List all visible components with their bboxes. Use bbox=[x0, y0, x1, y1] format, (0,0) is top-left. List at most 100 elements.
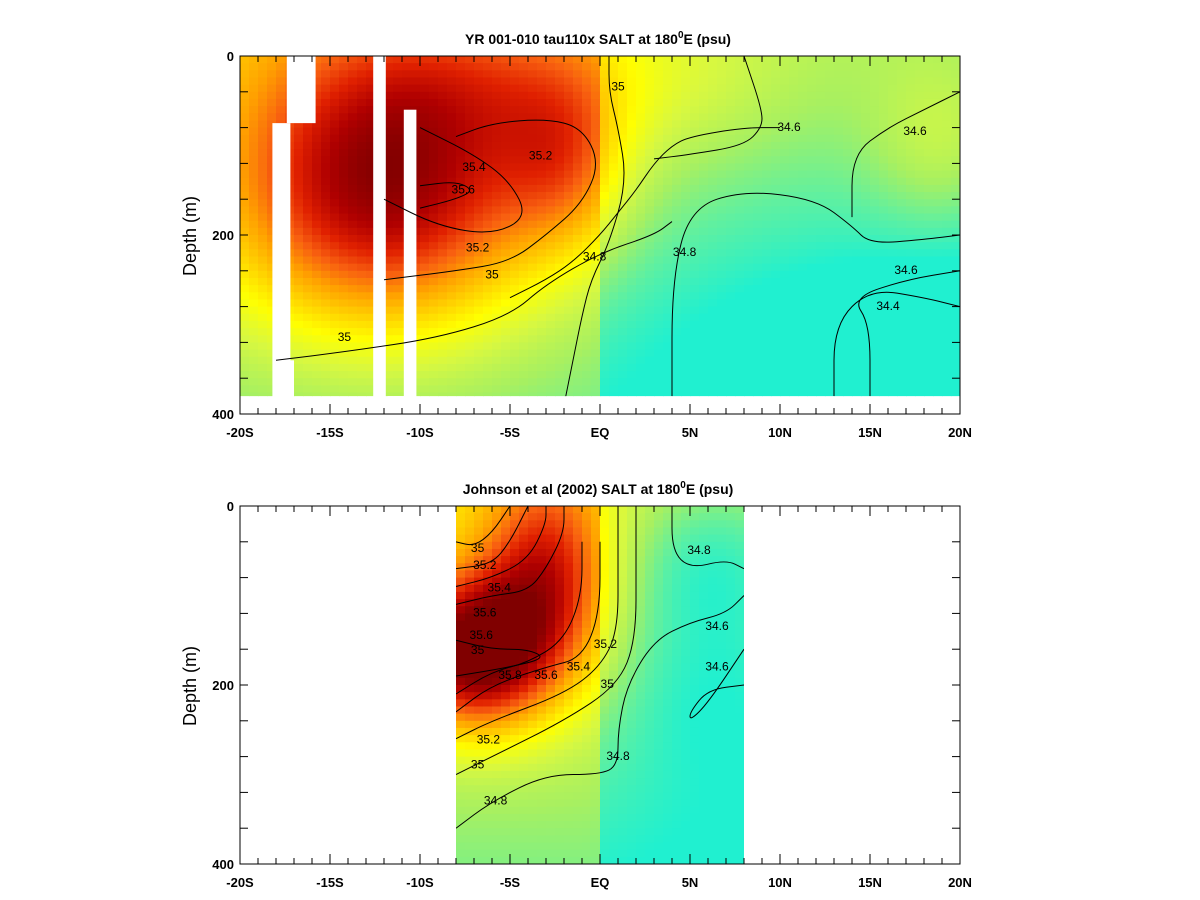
heatmap-cell bbox=[618, 63, 628, 71]
heatmap-cell bbox=[933, 113, 943, 122]
heatmap-cell bbox=[591, 735, 601, 743]
heatmap-cell bbox=[492, 520, 502, 529]
heatmap-cell bbox=[357, 320, 367, 329]
heatmap-cell bbox=[753, 235, 763, 243]
heatmap-cell bbox=[789, 306, 799, 315]
heatmap-cell bbox=[240, 349, 250, 358]
heatmap-cell bbox=[276, 56, 286, 64]
panel-title: YR 001-010 tau110x SALT at 1800E (psu) bbox=[465, 30, 731, 47]
heatmap-cell bbox=[609, 163, 619, 172]
heatmap-cell bbox=[456, 371, 466, 379]
heatmap-cell bbox=[456, 242, 466, 250]
heatmap-cell bbox=[591, 649, 601, 657]
heatmap-cell bbox=[456, 570, 466, 579]
heatmap-cell bbox=[267, 77, 277, 86]
heatmap-cell bbox=[807, 127, 817, 136]
heatmap-cell bbox=[456, 285, 466, 293]
heatmap-cell bbox=[555, 749, 565, 758]
heatmap-cell bbox=[456, 249, 466, 258]
heatmap-cell bbox=[528, 642, 538, 650]
heatmap-cell bbox=[393, 77, 403, 86]
heatmap-cell bbox=[816, 199, 826, 207]
heatmap-cell bbox=[501, 849, 511, 858]
heatmap-cell bbox=[303, 184, 313, 193]
heatmap-cell bbox=[456, 770, 466, 779]
heatmap-cell bbox=[339, 385, 349, 394]
heatmap-cell bbox=[915, 113, 925, 122]
heatmap-cell bbox=[438, 84, 448, 93]
heatmap-cell bbox=[807, 141, 817, 150]
heatmap-cell bbox=[888, 63, 898, 71]
heatmap-cell bbox=[267, 342, 277, 351]
heatmap-cell bbox=[753, 249, 763, 258]
heatmap-cell bbox=[609, 720, 619, 729]
heatmap-cell bbox=[447, 270, 457, 279]
heatmap-cell bbox=[744, 356, 754, 365]
heatmap-cell bbox=[528, 706, 538, 715]
heatmap-cell bbox=[456, 849, 466, 858]
heatmap-cell bbox=[699, 277, 709, 286]
heatmap-cell bbox=[312, 342, 322, 351]
heatmap-cell bbox=[564, 192, 574, 200]
heatmap-cell bbox=[645, 270, 655, 279]
heatmap-cell bbox=[591, 392, 601, 397]
heatmap-cell bbox=[762, 98, 772, 107]
heatmap-cell bbox=[861, 299, 871, 308]
heatmap-cell bbox=[312, 141, 322, 150]
heatmap-cell bbox=[519, 249, 529, 258]
heatmap-cell bbox=[852, 392, 862, 397]
heatmap-cell bbox=[240, 106, 250, 114]
heatmap-cell bbox=[519, 120, 529, 129]
heatmap-cell bbox=[789, 156, 799, 164]
heatmap-cell bbox=[537, 91, 547, 100]
heatmap-cell bbox=[627, 56, 637, 64]
heatmap-cell bbox=[600, 371, 610, 379]
heatmap-cell bbox=[618, 313, 628, 322]
heatmap-cell bbox=[906, 70, 916, 79]
heatmap-cell bbox=[240, 306, 250, 315]
heatmap-cell bbox=[834, 335, 844, 343]
heatmap-cell bbox=[474, 235, 484, 243]
heatmap-cell bbox=[600, 627, 610, 636]
heatmap-cell bbox=[699, 127, 709, 136]
heatmap-cell bbox=[267, 220, 277, 229]
heatmap-cell bbox=[753, 263, 763, 272]
heatmap-cell bbox=[312, 206, 322, 215]
heatmap-cell bbox=[951, 235, 960, 243]
heatmap-cell bbox=[609, 856, 619, 864]
heatmap-cell bbox=[834, 98, 844, 107]
heatmap-cell bbox=[366, 156, 376, 164]
heatmap-cell bbox=[717, 227, 727, 236]
heatmap-cell bbox=[627, 249, 637, 258]
heatmap-cell bbox=[321, 56, 331, 64]
heatmap-cell bbox=[330, 299, 340, 308]
heatmap-cell bbox=[564, 649, 574, 657]
heatmap-cell bbox=[915, 371, 925, 379]
heatmap-cell bbox=[339, 213, 349, 222]
heatmap-cell bbox=[771, 328, 781, 336]
heatmap-cell bbox=[555, 70, 565, 79]
heatmap-cell bbox=[888, 363, 898, 372]
heatmap-cell bbox=[951, 113, 960, 122]
heatmap-cell bbox=[537, 749, 547, 758]
heatmap-cell bbox=[519, 277, 529, 286]
heatmap-cell bbox=[681, 342, 691, 351]
heatmap-cell bbox=[474, 177, 484, 186]
heatmap-cell bbox=[564, 720, 574, 729]
heatmap-cell bbox=[501, 177, 511, 186]
heatmap-cell bbox=[852, 306, 862, 315]
heatmap-cell bbox=[753, 285, 763, 293]
heatmap-cell bbox=[843, 106, 853, 114]
heatmap-cell bbox=[564, 799, 574, 808]
heatmap-cell bbox=[384, 306, 394, 315]
heatmap-cell bbox=[879, 134, 889, 143]
heatmap-cell bbox=[393, 134, 403, 143]
heatmap-cell bbox=[465, 792, 475, 801]
heatmap-cell bbox=[888, 356, 898, 365]
heatmap-cell bbox=[258, 313, 268, 322]
heatmap-cell bbox=[240, 328, 250, 336]
heatmap-cell bbox=[672, 177, 682, 186]
heatmap-cell bbox=[762, 91, 772, 100]
heatmap-cell bbox=[546, 685, 556, 693]
heatmap-cell bbox=[915, 249, 925, 258]
